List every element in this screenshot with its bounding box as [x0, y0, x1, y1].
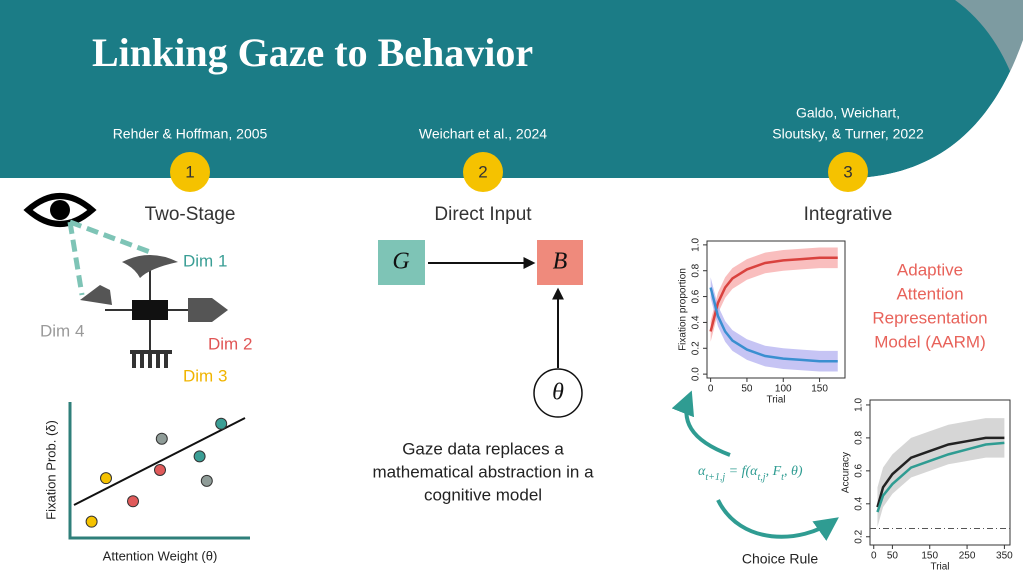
x-tick-label: 150	[811, 384, 828, 395]
dimension-label: Dim 4	[40, 321, 84, 340]
series-line	[709, 287, 838, 363]
y-tick-label: 0.2	[691, 341, 702, 355]
model-name: Representation	[872, 308, 987, 327]
citation: Galdo, Weichart,	[796, 105, 900, 121]
stimulus-part	[188, 298, 228, 322]
column-heading: Direct Input	[434, 204, 532, 225]
model-name: Adaptive	[897, 260, 963, 279]
y-axis-label: Fixation Prob. (δ)	[43, 420, 58, 520]
citation: Rehder & Hoffman, 2005	[113, 126, 268, 142]
dimension-label: Dim 2	[208, 334, 252, 353]
y-axis-label: Accuracy	[841, 452, 852, 493]
scatter-point	[154, 464, 166, 476]
x-tick-label: 50	[741, 384, 753, 395]
eye-pupil	[50, 200, 70, 220]
series-line	[709, 256, 838, 332]
citation: Weichart et al., 2024	[419, 126, 547, 142]
y-tick-label: 0.6	[854, 463, 865, 477]
node-label: G	[392, 249, 409, 275]
plot-frame	[706, 240, 846, 379]
node-box	[378, 240, 425, 285]
step-number: 3	[843, 162, 852, 181]
caption-line: Gaze data replaces a	[402, 439, 564, 458]
model-name: Attention	[896, 284, 963, 303]
scatter-point	[100, 472, 112, 485]
y-tick-label: 0.8	[691, 263, 702, 277]
content: Rehder & Hoffman, 2005 1 Two-Stage Weichart…	[23, 105, 1013, 573]
x-tick-label: 100	[775, 384, 792, 395]
equation-subscript: t+1,j	[705, 472, 725, 483]
x-tick-label: 350	[996, 551, 1013, 562]
y-tick-label: 0.8	[854, 431, 865, 445]
scatter-point	[193, 450, 206, 463]
y-tick-label: 0.0	[691, 367, 702, 381]
y-tick-label: 1.0	[691, 237, 702, 251]
gaze-line	[69, 219, 151, 255]
equation: αt+1,j = f(αt,j, Ft, θ)	[698, 464, 803, 483]
series-line	[876, 441, 1005, 513]
dimension-label: Dim 3	[183, 366, 227, 385]
x-tick-label: 250	[959, 551, 976, 562]
stimulus-part	[130, 350, 172, 368]
node-label: B	[553, 249, 568, 275]
loop-arrow	[671, 390, 731, 457]
node-label: θ	[552, 380, 564, 406]
scatter-point	[155, 432, 168, 445]
equation-subscript: t,j	[758, 472, 766, 483]
node-circle	[533, 368, 583, 418]
step-number: 2	[478, 162, 487, 181]
corner-shape	[955, 0, 1023, 110]
y-tick-label: 0.2	[854, 529, 865, 543]
x-axis-label: Trial	[766, 395, 785, 406]
equation-part: , θ)	[784, 464, 803, 479]
choice-rule-label: Choice Rule	[742, 551, 818, 567]
equation-part: = f(α	[725, 464, 758, 479]
stimulus-body	[132, 300, 168, 320]
step-number: 1	[185, 162, 194, 181]
header-band	[0, 0, 1023, 178]
uncertainty-band	[877, 418, 1005, 527]
node-box	[537, 240, 583, 285]
step-badge	[170, 152, 210, 192]
caption-line: mathematical abstraction in a	[372, 462, 594, 481]
x-axis-label: Trial	[930, 562, 949, 573]
column-heading: Integrative	[804, 204, 893, 225]
gaze-line	[67, 221, 85, 296]
corner-curve	[860, 40, 1023, 578]
equation-part: , F	[766, 464, 782, 479]
x-tick-label: 0	[708, 384, 714, 395]
column-heading: Two-Stage	[145, 204, 236, 225]
scatter-axes	[68, 402, 250, 540]
stimulus-part	[80, 285, 112, 305]
trend-line	[73, 417, 246, 506]
y-tick-label: 0.4	[691, 315, 702, 329]
equation-part: α	[698, 464, 706, 479]
step-badge	[463, 152, 503, 192]
citation: Sloutsky, & Turner, 2022	[772, 126, 924, 142]
y-axis-label: Fixation proportion	[678, 268, 689, 351]
x-tick-label: 50	[887, 551, 899, 562]
slide-title: Linking Gaze to Behavior	[92, 30, 533, 75]
x-tick-label: 150	[921, 551, 938, 562]
scatter-point	[127, 495, 139, 508]
y-tick-label: 0.4	[854, 496, 865, 510]
caption-line: cognitive model	[424, 485, 542, 504]
dimension-label: Dim 1	[183, 251, 227, 270]
x-axis-label: Attention Weight (θ)	[103, 548, 218, 563]
loop-arrow	[716, 499, 839, 541]
scatter-point	[200, 474, 213, 487]
y-tick-label: 1.0	[854, 398, 865, 412]
y-tick-label: 0.6	[691, 289, 702, 303]
stimulus-part	[122, 255, 178, 278]
scatter-point	[85, 515, 98, 528]
eye-icon	[23, 193, 97, 227]
step-badge	[828, 152, 868, 192]
plot-frame	[869, 399, 1011, 546]
equation-subscript: t	[781, 472, 784, 483]
model-name: Model (AARM)	[874, 332, 985, 351]
series-line	[876, 436, 1005, 508]
x-tick-label: 0	[871, 551, 877, 562]
scatter-point	[215, 417, 228, 430]
